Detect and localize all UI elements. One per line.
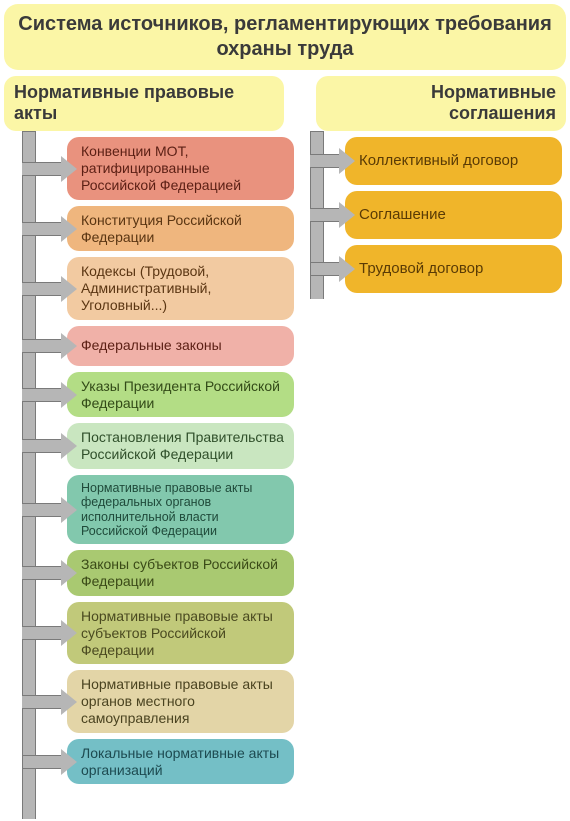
left-column: Конвенции МОТ, ратифицированные Российск… <box>4 131 294 784</box>
arrowhead-icon <box>61 276 77 302</box>
arrowhead-icon <box>339 256 355 282</box>
connector <box>310 262 340 276</box>
left-node: Конвенции МОТ, ратифицированные Российск… <box>67 137 294 199</box>
arrowhead-icon <box>61 382 77 408</box>
arrowhead-icon <box>61 689 77 715</box>
right-node: Соглашение <box>345 191 562 239</box>
left-node-row: Федеральные законы <box>4 326 294 366</box>
arrowhead-icon <box>339 148 355 174</box>
connector <box>22 339 62 353</box>
left-node: Законы субъектов Российской Федерации <box>67 550 294 596</box>
arrowhead-icon <box>61 497 77 523</box>
left-node-row: Локальные нормативные акты организаций <box>4 739 294 785</box>
left-node: Локальные нормативные акты организаций <box>67 739 294 785</box>
title-banner: Система источников, регламентирующих тре… <box>4 4 566 70</box>
left-node: Постановления Правительства Российской Ф… <box>67 423 294 469</box>
right-node-row: Трудовой договор <box>302 245 562 293</box>
left-node: Нормативные правовые акты федеральных ор… <box>67 475 294 545</box>
right-column: Коллективный договор Соглашение Трудовой д… <box>302 131 562 293</box>
connector <box>22 162 62 176</box>
connector <box>22 222 62 236</box>
arrowhead-icon <box>61 620 77 646</box>
left-node-row: Нормативные правовые акты субъектов Росс… <box>4 602 294 664</box>
right-node-row: Соглашение <box>302 191 562 239</box>
left-node-row: Конвенции МОТ, ратифицированные Российск… <box>4 137 294 199</box>
arrowhead-icon <box>61 433 77 459</box>
arrowhead-icon <box>61 156 77 182</box>
connector <box>22 755 62 769</box>
arrowhead-icon <box>61 749 77 775</box>
arrowhead-icon <box>61 216 77 242</box>
right-node: Коллективный договор <box>345 137 562 185</box>
left-node: Кодексы (Трудовой, Административный, Уго… <box>67 257 294 319</box>
subhead-row: Нормативные правовые акты Нормативные со… <box>0 76 570 131</box>
left-node-row: Законы субъектов Российской Федерации <box>4 550 294 596</box>
left-node: Нормативные правовые акты органов местно… <box>67 670 294 732</box>
left-node-row: Постановления Правительства Российской Ф… <box>4 423 294 469</box>
connector <box>22 282 62 296</box>
left-node-row: Конституция Российской Федерации <box>4 206 294 252</box>
left-node-row: Нормативные правовые акты федеральных ор… <box>4 475 294 545</box>
arrowhead-icon <box>339 202 355 228</box>
subhead-right: Нормативные соглашения <box>316 76 566 131</box>
arrowhead-icon <box>61 333 77 359</box>
connector <box>310 208 340 222</box>
right-node-row: Коллективный договор <box>302 137 562 185</box>
connector <box>22 626 62 640</box>
columns: Конвенции МОТ, ратифицированные Российск… <box>0 131 570 784</box>
connector <box>22 566 62 580</box>
connector <box>22 695 62 709</box>
left-node: Конституция Российской Федерации <box>67 206 294 252</box>
subhead-left: Нормативные правовые акты <box>4 76 284 131</box>
left-node: Федеральные законы <box>67 326 294 366</box>
arrowhead-icon <box>61 560 77 586</box>
left-node: Указы Президента Российской Федерации <box>67 372 294 418</box>
left-node-row: Кодексы (Трудовой, Административный, Уго… <box>4 257 294 319</box>
left-node-row: Нормативные правовые акты органов местно… <box>4 670 294 732</box>
right-node: Трудовой договор <box>345 245 562 293</box>
connector <box>22 388 62 402</box>
left-node-row: Указы Президента Российской Федерации <box>4 372 294 418</box>
left-node: Нормативные правовые акты субъектов Росс… <box>67 602 294 664</box>
connector <box>22 439 62 453</box>
connector <box>22 503 62 517</box>
connector <box>310 154 340 168</box>
